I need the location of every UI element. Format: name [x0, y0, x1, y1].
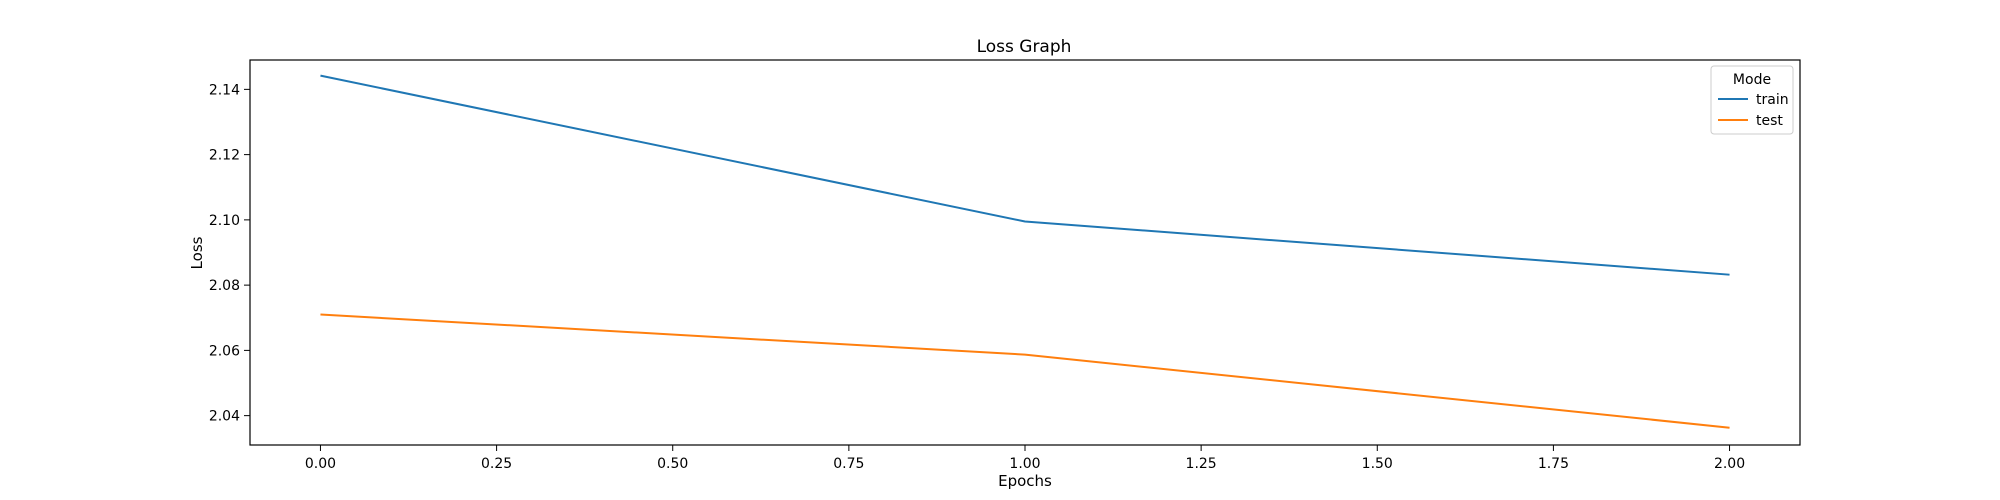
legend-label-test: test — [1756, 113, 1783, 129]
legend-title: Mode — [1733, 72, 1771, 88]
x-tick-label: 2.00 — [1714, 456, 1745, 472]
legend-label-train: train — [1756, 92, 1789, 108]
x-tick-label: 0.25 — [481, 456, 512, 472]
x-tick-label: 1.25 — [1186, 456, 1217, 472]
series-line-test — [320, 313, 1730, 429]
x-tick-label: 0.75 — [833, 456, 864, 472]
x-axis-label: Epochs — [998, 472, 1052, 490]
x-tick-label: 0.50 — [657, 456, 688, 472]
x-tick-label: 0.00 — [305, 456, 336, 472]
chart-title: Loss Graph — [977, 37, 1072, 57]
x-tick-label: 1.00 — [1009, 456, 1040, 472]
x-tick-label: 1.75 — [1538, 456, 1569, 472]
legend-box — [1710, 65, 1794, 135]
y-tick-label: 2.06 — [209, 343, 240, 359]
plot-frame — [249, 59, 1801, 446]
y-tick-label: 2.10 — [209, 213, 240, 229]
y-tick-label: 2.12 — [209, 148, 240, 164]
y-tick-label: 2.04 — [209, 409, 240, 425]
y-tick-label: 2.14 — [209, 82, 240, 98]
y-tick-label: 2.08 — [209, 278, 240, 294]
x-tick-label: 1.50 — [1362, 456, 1393, 472]
y-axis-label: Loss — [188, 236, 206, 269]
series-line-train — [320, 74, 1730, 276]
legend: Mode train test — [1710, 65, 1794, 135]
